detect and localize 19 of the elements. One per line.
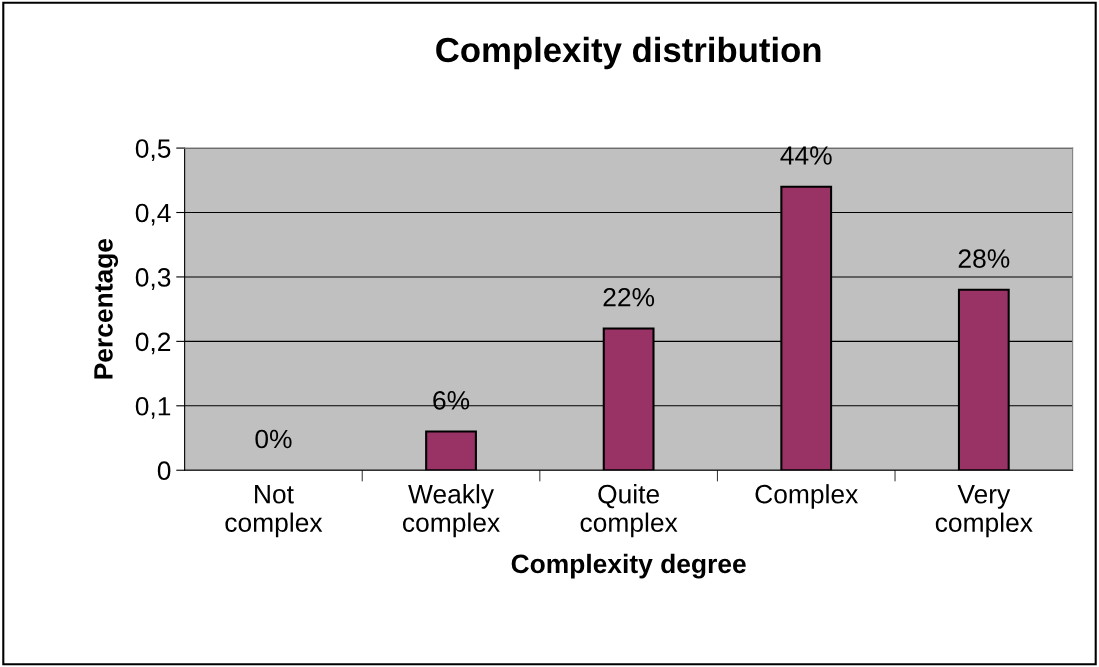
y-tick-label: 0,2 (135, 332, 171, 355)
bar (425, 430, 477, 471)
x-tick-label: Quite complex (580, 484, 678, 538)
data-label: 44% (780, 146, 832, 165)
x-tick-label: Weakly complex (403, 484, 500, 538)
y-tick-label: 0,5 (135, 139, 171, 162)
y-tick-label: 0,3 (135, 268, 171, 290)
data-label: 0% (255, 429, 292, 449)
x-tick-label: Very complex (935, 485, 1033, 538)
x-tick-label: Not complex (225, 485, 323, 538)
y-axis-title: Percentage (94, 238, 119, 379)
y-tick-label: 0,4 (135, 203, 171, 226)
data-label: 28% (958, 249, 1010, 268)
data-label: 22% (603, 287, 655, 307)
y-tick-label: 0 (157, 461, 171, 481)
y-tick-label: 0,1 (135, 396, 171, 419)
x-tick-label: Complex (755, 484, 859, 509)
x-axis-title: Complexity degree (511, 553, 746, 579)
chart-title: Complexity distribution (436, 36, 821, 70)
